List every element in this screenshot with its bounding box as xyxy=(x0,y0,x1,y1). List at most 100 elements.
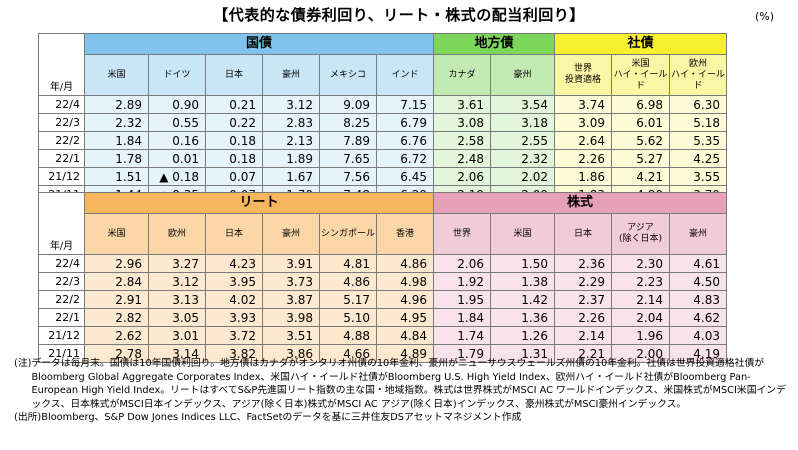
source-prefix: (出所) xyxy=(14,412,42,423)
note-text: データは毎月末。国債は10年国債利回り。地方債はカナダがオンタリオ州債の10年金… xyxy=(31,358,786,410)
yield-cell: 2.14 xyxy=(611,290,670,309)
yield-cell: 3.91 xyxy=(262,254,320,273)
page-title: 【代表的な債券利回り、リート・株式の配当利回り】 xyxy=(213,6,585,24)
table-row: 22/4 2.89 0.90 0.21 3.12 9.09 7.15 3.61 3.54 3.74… xyxy=(38,95,727,114)
yield-cell: 4.19 xyxy=(669,344,727,363)
yield-cell: 3.86 xyxy=(262,344,320,363)
yield-cell: 7.15 xyxy=(376,95,434,114)
yield-cell: 2.26 xyxy=(554,308,612,327)
yield-cell: 3.12 xyxy=(262,95,320,114)
table-row: 22/3 2.84 3.12 3.95 3.73 4.86 4.98 1.92 1.38 2.29… xyxy=(38,272,727,291)
yield-cell: 2.64 xyxy=(554,131,612,150)
yield-cell: 3.54 xyxy=(490,95,555,114)
bond-column-header-row: 米国 ドイツ 日本 豪州 メキシコ インド カナダ 豪州 世界 投資適格 米国 ハイ・イールド 欧州… xyxy=(39,54,727,96)
footnotes: (注) データは毎月末。国債は10年国債利回り。地方債はカナダがオンタリオ州債の… xyxy=(14,357,786,425)
yield-cell: 1.84 xyxy=(84,131,149,150)
yield-cell: 2.06 xyxy=(433,254,491,273)
column-header: 米国 xyxy=(84,213,149,255)
column-header: 欧州 xyxy=(148,213,206,255)
yield-cell: 7.89 xyxy=(319,131,377,150)
yield-cell: 1.92 xyxy=(433,272,491,291)
yield-cell: 3.08 xyxy=(433,113,491,132)
yield-cell: 2.30 xyxy=(611,254,670,273)
yield-cell: 0.90 xyxy=(148,95,206,114)
yield-cell: 3.74 xyxy=(554,95,612,114)
yield-cell: 0.16 xyxy=(148,131,206,150)
yield-cell: 2.21 xyxy=(554,344,612,363)
source-row: (出所) Bloomberg、S&P Dow Jones Indices LLC… xyxy=(14,411,786,425)
yield-cell: 5.18 xyxy=(669,113,727,132)
yield-cell: 1.50 xyxy=(490,254,555,273)
yield-cell: 3.13 xyxy=(148,290,206,309)
yield-cell: 4.03 xyxy=(669,326,727,345)
yield-cell: 2.84 xyxy=(84,272,149,291)
yield-cell: 4.50 xyxy=(669,272,727,291)
yield-cell: 2.23 xyxy=(611,272,670,291)
yield-cell: 2.02 xyxy=(490,167,555,186)
column-header: 日本 xyxy=(554,213,612,255)
yield-cell: 6.79 xyxy=(376,113,434,132)
yield-cell: 5.17 xyxy=(319,290,377,309)
column-header: 豪州 xyxy=(669,213,727,255)
table-row: 21/12 2.62 3.01 3.72 3.51 4.88 4.84 1.74 1.26 2.1… xyxy=(38,326,727,345)
note-prefix: (注) xyxy=(14,358,32,369)
row-date-label: 22/3 xyxy=(38,113,85,132)
row-date-label: 22/4 xyxy=(38,254,85,273)
yield-cell: 3.95 xyxy=(205,272,263,291)
yield-cell: 3.12 xyxy=(148,272,206,291)
yield-cell: 1.38 xyxy=(490,272,555,291)
column-header: 日本 xyxy=(205,54,263,96)
yield-cell: 5.27 xyxy=(611,149,670,168)
yield-cell: 2.91 xyxy=(84,290,149,309)
yield-cell: 0.01 xyxy=(148,149,206,168)
yield-cell: 0.18 xyxy=(205,149,263,168)
yield-cell: 1.96 xyxy=(611,326,670,345)
yield-cell: 2.29 xyxy=(554,272,612,291)
yield-cell: 4.25 xyxy=(669,149,727,168)
row-date-label: 21/12 xyxy=(38,167,85,186)
reit-equity-yield-table: 年/月 リート 株式 米国 欧州 日本 豪州 シンガポール 香港 世界 米国 日本 アジア (除く… xyxy=(38,192,727,363)
table-row: 22/4 2.96 3.27 4.23 3.91 4.81 4.86 2.06 1.50 2.36… xyxy=(38,254,727,273)
yield-cell: 5.62 xyxy=(611,131,670,150)
column-header: 世界 投資適格 xyxy=(554,54,612,96)
yield-cell: 3.27 xyxy=(148,254,206,273)
yield-cell: 6.76 xyxy=(376,131,434,150)
yield-cell: 3.55 xyxy=(669,167,727,186)
yield-cell: 4.81 xyxy=(319,254,377,273)
yield-cell: 6.30 xyxy=(669,95,727,114)
yield-cell: 1.36 xyxy=(490,308,555,327)
source-text: Bloomberg、S&P Dow Jones Indices LLC、Fact… xyxy=(41,412,522,423)
row-date-label: 22/1 xyxy=(38,149,85,168)
column-header: シンガポール xyxy=(319,213,377,255)
yield-cell: 5.10 xyxy=(319,308,377,327)
yield-cell: 1.31 xyxy=(490,344,555,363)
column-header: 米国 xyxy=(490,213,555,255)
yield-cell: 0.55 xyxy=(148,113,206,132)
row-date-label: 22/3 xyxy=(38,272,85,291)
yield-cell: 2.04 xyxy=(611,308,670,327)
yield-cell: 4.86 xyxy=(376,254,434,273)
yield-cell: 4.98 xyxy=(376,272,434,291)
yield-cell: 1.79 xyxy=(433,344,491,363)
column-header: カナダ xyxy=(433,54,491,96)
yield-cell: 2.37 xyxy=(554,290,612,309)
column-header: 豪州 xyxy=(262,213,320,255)
yield-cell: 0.18 xyxy=(205,131,263,150)
column-header: 香港 xyxy=(376,213,434,255)
yield-cell: 1.26 xyxy=(490,326,555,345)
yield-cell: 1.84 xyxy=(433,308,491,327)
yield-cell: 7.65 xyxy=(319,149,377,168)
table-row: 21/11 2.78 3.14 3.82 3.86 4.66 4.89 1.79 1.31 2.2… xyxy=(38,344,727,363)
yield-cell: 3.73 xyxy=(262,272,320,291)
yield-cell: 4.88 xyxy=(319,326,377,345)
yield-cell: 2.96 xyxy=(84,254,149,273)
yield-cell: 4.89 xyxy=(376,344,434,363)
column-header: 豪州 xyxy=(490,54,555,96)
table-row: 21/12 1.51 ▲ 0.18 0.07 1.67 7.56 6.45 2.06 2.02 1… xyxy=(38,167,727,186)
yield-cell: 3.01 xyxy=(148,326,206,345)
yield-cell: 4.21 xyxy=(611,167,670,186)
table-row: 22/2 2.91 3.13 4.02 3.87 5.17 4.96 1.95 1.42 2.37… xyxy=(38,290,727,309)
yield-cell: 3.09 xyxy=(554,113,612,132)
row-date-label: 22/2 xyxy=(38,290,85,309)
bond-group-header-row: 年/月 国債 地方債 社債 xyxy=(38,33,727,96)
